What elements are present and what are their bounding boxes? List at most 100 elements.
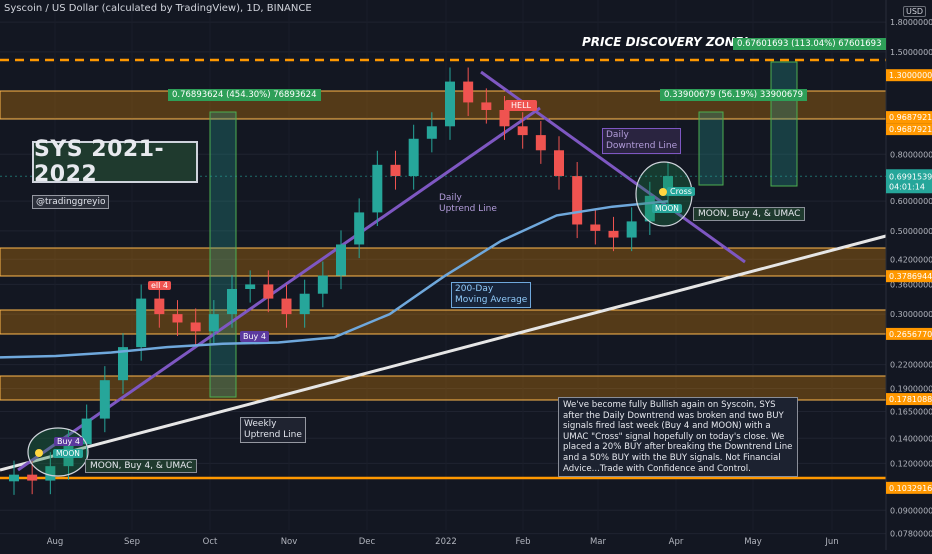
candle-body-7 (136, 298, 147, 348)
moon-signal-left: MOON (53, 449, 83, 458)
x-tick-1: Sep (124, 537, 140, 547)
price-tag-5: 0.17810882 (889, 395, 932, 404)
candle-body-30 (554, 150, 564, 177)
measure-box-left (209, 111, 237, 398)
candle-body-24 (445, 81, 455, 127)
last-price-countdown: 04:01:14 (889, 182, 925, 191)
buy-4-signal-left: Buy 4 (54, 437, 83, 446)
price-tag-3: 0.37869446 (889, 272, 932, 281)
candle-body-29 (535, 135, 546, 151)
candle-body-14 (263, 284, 274, 299)
x-tick-7: Mar (590, 537, 607, 547)
headline-box: SYS 2021-2022 (32, 137, 198, 187)
candle-body-11 (208, 314, 219, 332)
weekly-uptrend-label: Weekly Uptrend Line (240, 417, 306, 443)
candle-body-36 (663, 176, 673, 196)
candle-body-1 (27, 474, 38, 481)
candle-body-25 (463, 81, 474, 103)
price-tag-2: 0.96879215 (889, 125, 932, 134)
price-candles (9, 67, 673, 495)
x-axis: Aug Sep Oct Nov Dec 2022 Feb Mar Apr May Jun (47, 537, 839, 547)
candle-body-16 (299, 293, 310, 315)
cross-dot-left-icon (35, 449, 43, 457)
x-tick-6: Feb (515, 537, 530, 547)
price-discovery-label: PRICE DISCOVERY ZONE! (582, 35, 749, 49)
candle-body-2 (45, 466, 56, 481)
x-tick-4: Dec (359, 537, 376, 547)
moon-buy-label-right: MOON, Buy 4, & UMAC (693, 207, 806, 221)
measure-box-right (698, 111, 724, 186)
sell-4-signal: ell 4 (148, 281, 171, 290)
x-tick-10: Jun (824, 537, 838, 547)
zone-0-266 (0, 309, 887, 335)
candle-body-32 (590, 224, 601, 231)
candle-body-4 (81, 418, 92, 445)
measure-box-top (770, 61, 798, 187)
last-price-bg (886, 169, 932, 194)
price-tag-bg-6 (886, 481, 932, 494)
candle-body-8 (154, 298, 165, 315)
last-price-value: 0.69915399 (889, 172, 932, 181)
chart-title: Syscoin / US Dollar (calculated by Tradi… (4, 3, 312, 14)
moon-signal-right: MOON (652, 204, 682, 213)
measure-label-right: 0.33900679 (56.19%) 33900679 (660, 89, 808, 101)
cross-dot-icon (659, 188, 667, 196)
price-tag-4: 0.26567702 (889, 330, 932, 339)
candle-body-31 (572, 176, 583, 225)
candle-body-22 (408, 138, 419, 177)
ma-label: 200-Day Moving Average (451, 282, 532, 308)
author-handle: @tradinggreyio (32, 195, 110, 209)
candle-body-23 (426, 126, 437, 139)
price-tag-bg-2 (886, 123, 932, 136)
candle-body-6 (118, 347, 128, 381)
candle-body-5 (99, 380, 110, 419)
x-tick-2: Oct (203, 537, 218, 547)
candle-body-28 (517, 126, 528, 136)
x-tick-9: May (744, 537, 762, 547)
candle-body-20 (372, 164, 383, 213)
candle-body-27 (499, 109, 510, 127)
weekly-uptrend-line (0, 234, 887, 472)
candle-body-9 (172, 314, 183, 323)
candle-body-19 (354, 212, 365, 245)
ma-200-line (0, 199, 669, 359)
daily-downtrend-label: Daily Downtrend Line (602, 128, 682, 154)
candle-body-34 (626, 221, 637, 238)
candle-body-35 (644, 195, 655, 222)
x-tick-0: Aug (47, 537, 64, 547)
price-tag-6: 0.10329165 (889, 484, 932, 493)
measure-label-left: 0.76893624 (454.30%) 76893624 (168, 89, 321, 101)
candle-body-26 (481, 102, 492, 110)
candle-body-10 (190, 322, 201, 332)
candle-body-15 (281, 298, 292, 315)
analysis-note: We've become fully Bullish again on Sysc… (558, 397, 798, 478)
x-tick-5: 2022 (435, 537, 457, 547)
currency-badge[interactable]: USD (903, 6, 927, 17)
price-tag-bg-3 (886, 270, 932, 283)
buy-4-signal-mid: Buy 4 (240, 331, 269, 342)
y-axis: 1.800000001.500000001.000000000.80000000… (890, 18, 932, 538)
x-tick-8: Apr (669, 537, 684, 547)
x-tick-3: Nov (281, 537, 298, 547)
price-tag-bg-4 (886, 327, 932, 340)
candle-body-17 (317, 275, 328, 294)
hell-signal: HELL (505, 100, 537, 111)
price-tag-bg-1 (886, 111, 932, 124)
price-tag-bg-5 (886, 393, 932, 406)
candle-body-21 (390, 164, 401, 177)
moon-buy-label-left: MOON, Buy 4, & UMAC (85, 459, 198, 473)
